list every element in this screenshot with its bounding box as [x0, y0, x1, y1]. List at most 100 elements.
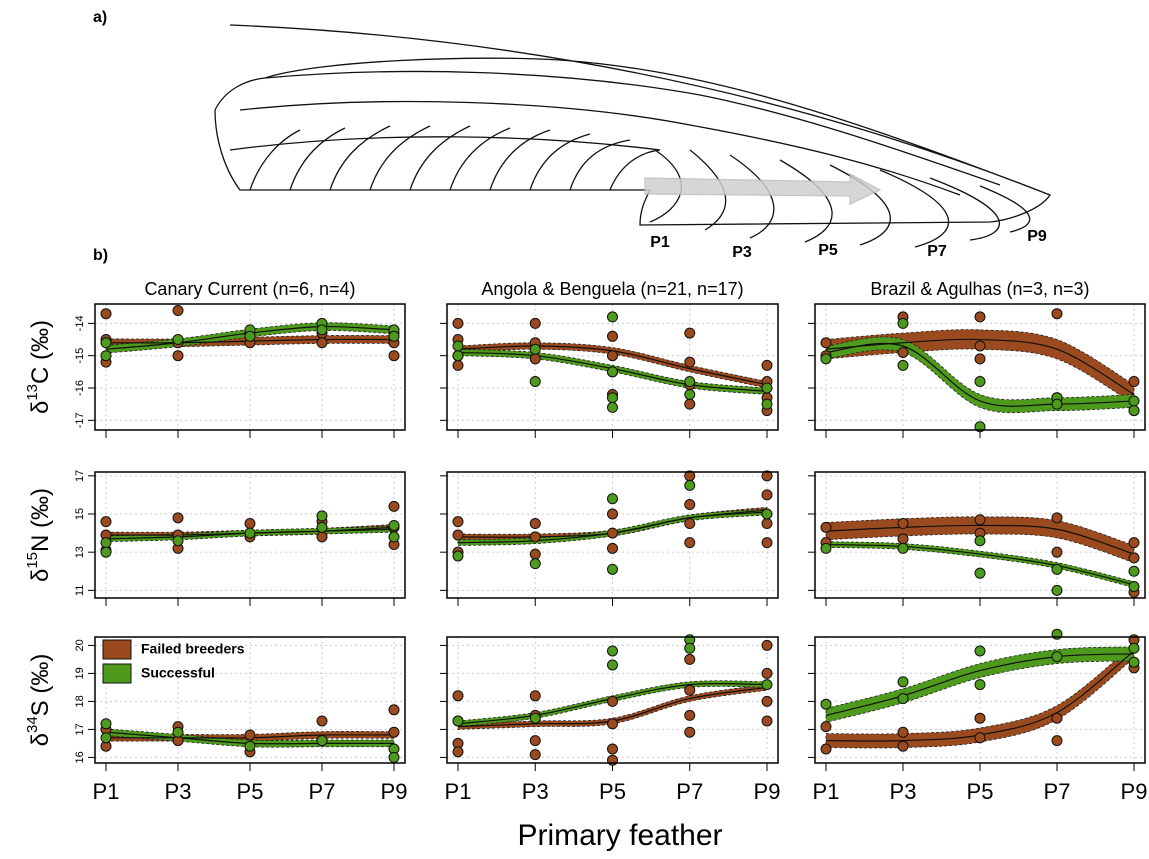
- y-tick-label: -15: [74, 348, 86, 364]
- secondary-feathers: [249, 125, 661, 191]
- data-point: [607, 542, 618, 554]
- data-point: [820, 353, 832, 365]
- moult-arrow: [644, 172, 882, 206]
- legend-label: Failed breeders: [141, 641, 245, 657]
- data-point: [244, 740, 256, 752]
- data-point: [244, 330, 256, 342]
- data-point: [100, 350, 112, 362]
- data-point: [100, 537, 112, 549]
- data-point: [316, 715, 328, 727]
- legend-swatch: [102, 663, 132, 684]
- plot-frame: [446, 471, 779, 599]
- data-point: [684, 388, 696, 400]
- x-tick-label: P7: [309, 779, 336, 804]
- data-point: [452, 317, 464, 329]
- data-point: [607, 401, 618, 413]
- data-point: [897, 359, 909, 371]
- data-point: [607, 508, 618, 520]
- panel-label: b): [93, 247, 108, 264]
- data-point: [1051, 563, 1063, 575]
- data-point: [452, 690, 464, 702]
- data-point: [452, 359, 464, 371]
- data-point: [684, 498, 696, 510]
- panel-title: Brazil & Agulhas (n=3, n=3): [870, 279, 1089, 299]
- data-point: [761, 508, 773, 520]
- data-point: [897, 533, 909, 545]
- data-point: [172, 535, 184, 547]
- y-label-prefix: δ: [27, 733, 54, 746]
- data-point: [316, 531, 328, 543]
- x-tick-label: P3: [165, 779, 192, 804]
- data-point: [820, 743, 832, 755]
- panel-title: Angola & Benguela (n=21, n=17): [481, 279, 743, 299]
- data-point: [761, 382, 773, 394]
- data-point: [172, 726, 184, 738]
- fit-line: [825, 338, 1135, 395]
- data-point: [761, 470, 773, 482]
- data-point: [607, 392, 618, 404]
- y-tick-label: 18: [74, 695, 86, 707]
- y-tick-label: 20: [74, 639, 86, 651]
- x-tick-label: P5: [237, 779, 264, 804]
- wing-label: P3: [732, 244, 752, 261]
- data-point: [452, 715, 464, 727]
- legend-swatch: [102, 639, 132, 660]
- data-point: [1128, 537, 1140, 549]
- data-point: [820, 337, 832, 349]
- wing-label: P9: [1027, 228, 1047, 245]
- y-label-sup: 13: [24, 384, 41, 401]
- plot-frame: [94, 303, 406, 431]
- data-point: [607, 366, 618, 378]
- data-point: [316, 337, 328, 349]
- data-point: [1128, 376, 1140, 388]
- data-point: [452, 340, 464, 352]
- data-point: [684, 518, 696, 530]
- y-tick-label: 17: [74, 723, 86, 735]
- data-point: [607, 659, 618, 671]
- x-tick-label: P7: [676, 779, 703, 804]
- fit-line: [825, 653, 1135, 716]
- fit-line: [825, 524, 1135, 555]
- data-point: [761, 679, 773, 691]
- confidence-band: [457, 684, 768, 730]
- y-tick-label: 17: [74, 470, 86, 482]
- x-tick-label: P1: [445, 779, 472, 804]
- data-point: [974, 679, 986, 691]
- data-point: [820, 698, 832, 710]
- data-point: [761, 715, 773, 727]
- data-point: [1051, 651, 1063, 663]
- data-point: [897, 740, 909, 752]
- y-tick-label: 19: [74, 667, 86, 679]
- data-point: [172, 350, 184, 362]
- data-point: [607, 743, 618, 755]
- data-point: [244, 729, 256, 741]
- data-point: [684, 726, 696, 738]
- data-point: [529, 317, 541, 329]
- data-point: [529, 518, 541, 530]
- data-point: [100, 516, 112, 528]
- data-point: [529, 558, 541, 570]
- data-point: [1128, 565, 1140, 577]
- data-point: [607, 645, 618, 657]
- data-point: [388, 350, 400, 362]
- data-point: [684, 642, 696, 654]
- data-point: [974, 353, 986, 365]
- y-tick-label: -16: [74, 380, 86, 396]
- data-point: [761, 537, 773, 549]
- data-point: [1128, 642, 1140, 654]
- data-point: [1051, 546, 1063, 558]
- data-point: [316, 521, 328, 533]
- plot-frame: [446, 303, 779, 431]
- data-point: [1128, 552, 1140, 564]
- plot-frame: [814, 303, 1146, 431]
- data-point: [684, 479, 696, 491]
- x-tick-label: P1: [93, 779, 120, 804]
- data-point: [607, 695, 618, 707]
- wing-illustration: [214, 24, 1051, 248]
- data-point: [388, 500, 400, 512]
- covert-line: [264, 70, 1001, 186]
- data-point: [974, 712, 986, 724]
- data-point: [529, 735, 541, 747]
- data-point: [529, 353, 541, 365]
- data-point: [172, 512, 184, 524]
